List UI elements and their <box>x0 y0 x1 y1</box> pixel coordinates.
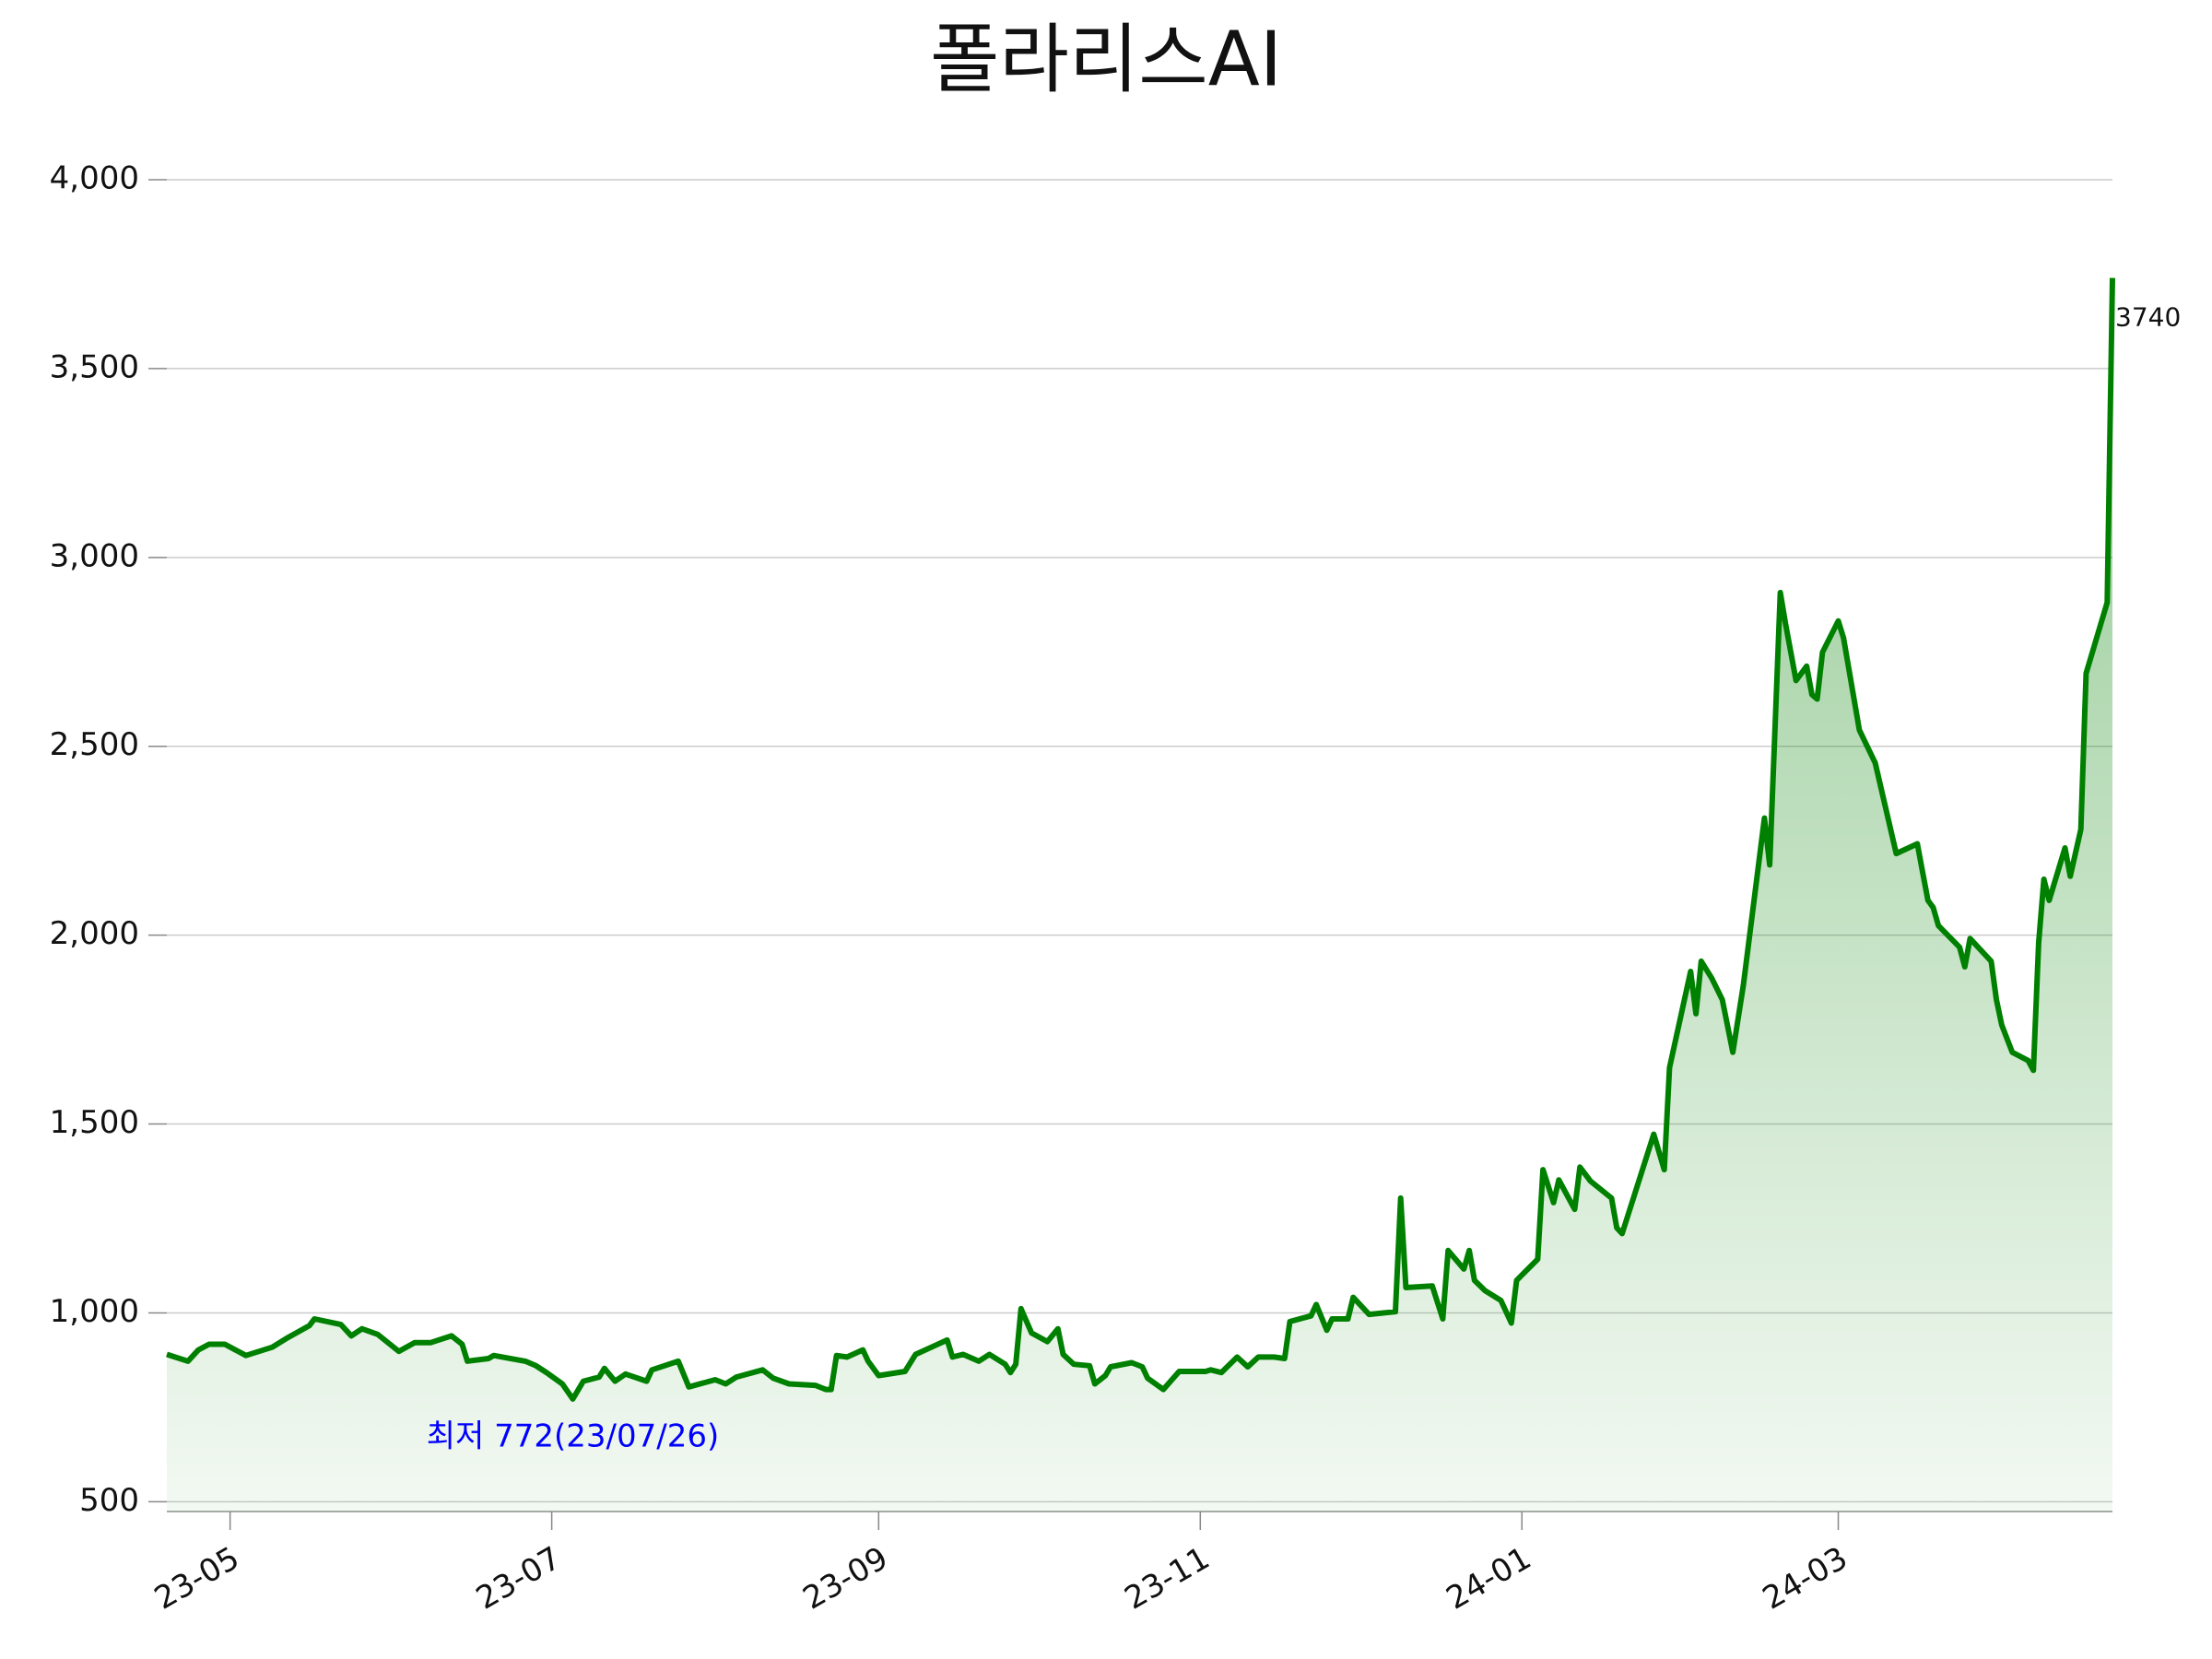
y-tick-label: 2,500 <box>50 726 139 763</box>
chart-title: 폴라리스AI <box>930 16 1282 103</box>
x-tick-label: 24-03 <box>1757 1540 1854 1618</box>
area <box>167 277 2112 1512</box>
x-tick-label: 23-11 <box>1119 1540 1217 1618</box>
price-line <box>166 277 2115 1402</box>
last-value-label: 3740 <box>2115 302 2181 333</box>
y-tick-label: 2,000 <box>50 915 139 952</box>
y-tick-label: 3,500 <box>50 348 139 385</box>
y-tick-label: 1,000 <box>50 1293 139 1330</box>
y-tick-label: 4,000 <box>50 160 139 197</box>
x-tick-label: 23-09 <box>797 1540 895 1618</box>
x-tick-label: 23-07 <box>470 1540 568 1618</box>
x-tick-label: 23-05 <box>148 1540 246 1618</box>
annotation: 최저 772(23/07/26) <box>427 1418 720 1454</box>
y-tick-label: 3,000 <box>50 537 139 574</box>
x-tick-label: 24-01 <box>1441 1540 1538 1618</box>
y-tick-label: 500 <box>79 1482 139 1519</box>
y-tick-label: 1,500 <box>50 1104 139 1141</box>
